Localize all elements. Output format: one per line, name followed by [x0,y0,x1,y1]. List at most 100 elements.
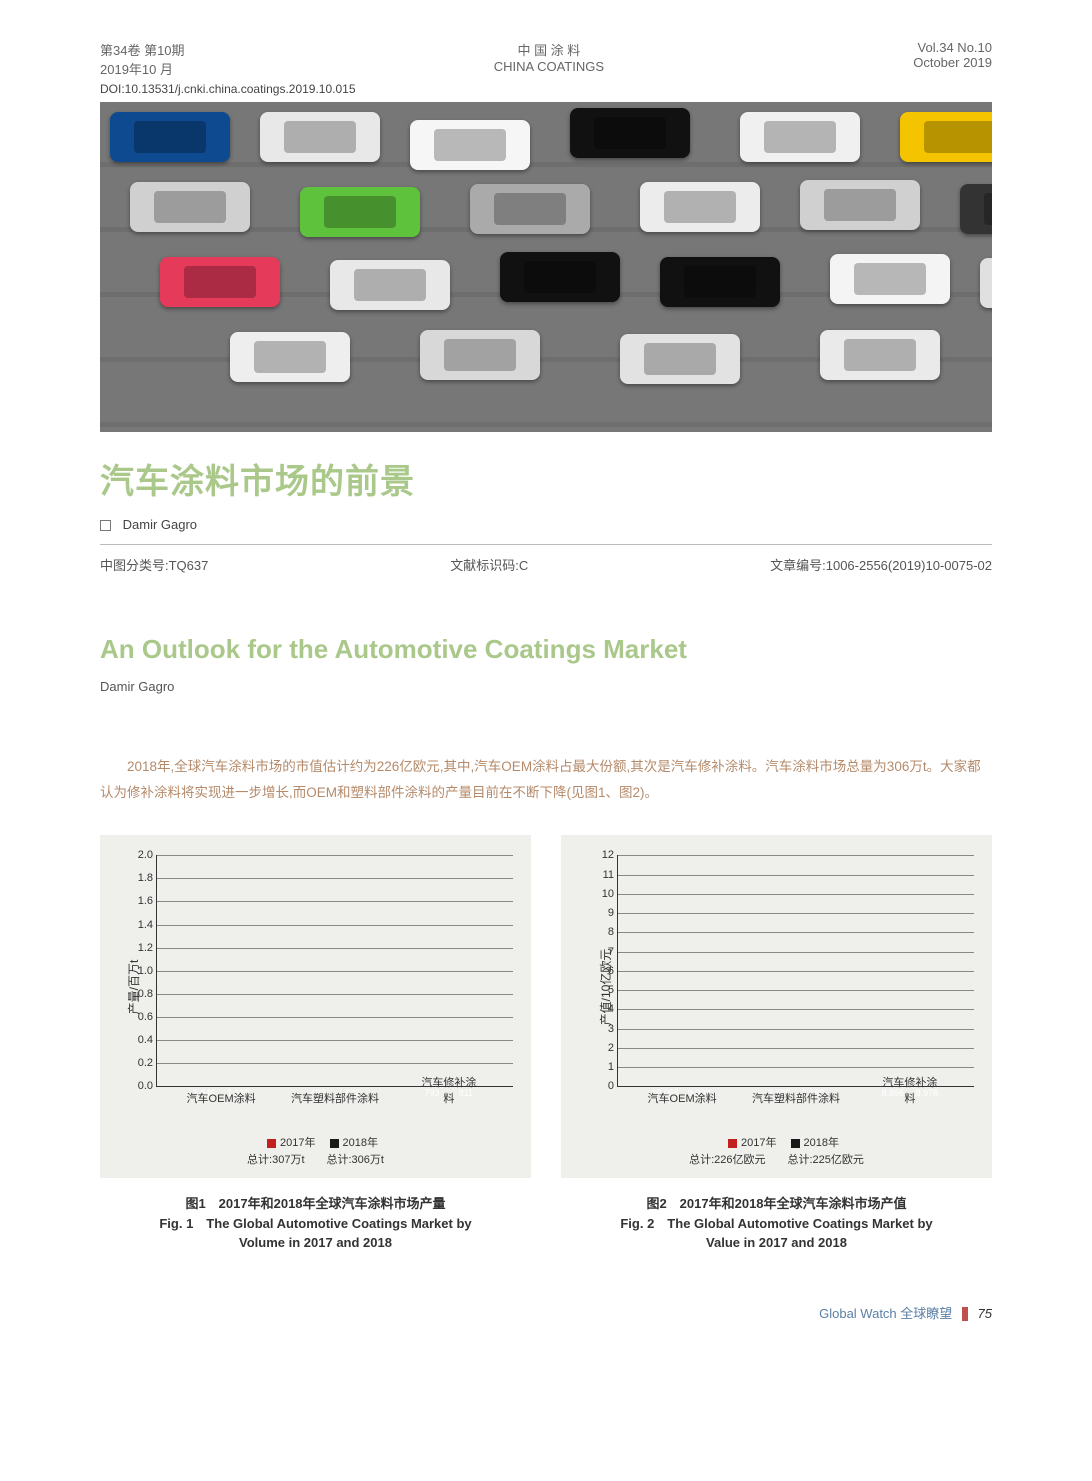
author-en: Damir Gagro [100,679,992,694]
grid-line [618,894,974,895]
y-tick-label: 0 [578,1080,614,1092]
figure2-caption-en1: Fig. 2 The Global Automotive Coatings Ma… [561,1214,992,1234]
author-box-icon [100,520,111,531]
doi: DOI:10.13531/j.cnki.china.coatings.2019.… [100,82,992,96]
chart2-frame: 产值/10亿欧元 012345678910111210.0559.903汽车OE… [561,835,992,1178]
car-icon [470,184,590,234]
figure2-caption: 图2 2017年和2018年全球汽车涂料市场产值 Fig. 2 The Glob… [561,1194,992,1253]
grid-line [157,878,513,879]
y-tick-label: 10 [578,888,614,900]
chart1-area: 产量/百万t 0.00.20.40.60.81.01.21.41.61.82.0… [108,847,523,1127]
car-icon [620,334,740,384]
y-tick-label: 1.6 [117,895,153,907]
figure2-caption-cn: 图2 2017年和2018年全球汽车涂料市场产值 [646,1196,906,1211]
x-tick-label: 汽车修补涂料 [417,1074,481,1106]
chart2-area: 产值/10亿欧元 012345678910111210.0559.903汽车OE… [569,847,984,1127]
author-line: Damir Gagro [100,517,992,532]
y-tick-label: 7 [578,946,614,958]
car-icon [110,112,230,162]
article-id: 文章编号:1006-2556(2019)10-0075-02 [770,555,992,574]
x-tick-label: 汽车塑料部件涂料 [752,1090,840,1106]
charts-row: 产量/百万t 0.00.20.40.60.81.01.21.41.61.82.0… [100,835,992,1253]
car-icon [160,257,280,307]
car-icon [230,332,350,382]
chart2-legend: 2017年2018年总计:226亿欧元 总计:225亿欧元 [569,1135,984,1168]
figure1-caption-en2: Volume in 2017 and 2018 [100,1233,531,1253]
abstract-paragraph: 2018年,全球汽车涂料市场的市值估计约为226亿欧元,其中,汽车OEM涂料占最… [100,754,992,805]
y-tick-label: 1 [578,1061,614,1073]
y-tick-label: 5 [578,984,614,996]
grid-line [618,855,974,856]
x-tick-label: 汽车OEM涂料 [187,1090,256,1106]
y-tick-label: 1.8 [117,872,153,884]
legend-totals: 总计:226亿欧元 总计:225亿欧元 [569,1152,984,1169]
header-right: Vol.34 No.10 October 2019 [913,40,992,78]
car-icon [660,257,780,307]
car-icon [800,180,920,230]
journal-name-cn: 中 国 涂 料 [185,40,914,59]
page-number: 75 [978,1306,992,1321]
x-tick-label: 汽车修补涂料 [878,1074,942,1106]
volume-issue-cn: 第34卷 第10期 [100,40,185,59]
y-tick-label: 2.0 [117,849,153,861]
y-tick-label: 0.4 [117,1034,153,1046]
header-center: 中 国 涂 料 CHINA COATINGS [185,40,914,78]
y-tick-label: 4 [578,1003,614,1015]
car-icon [500,252,620,302]
y-tick-label: 8 [578,926,614,938]
grid-line [157,971,513,972]
figure-1: 产量/百万t 0.00.20.40.60.81.01.21.41.61.82.0… [100,835,531,1253]
grid-line [618,990,974,991]
y-tick-label: 0.0 [117,1080,153,1092]
classification-row: 中图分类号:TQ637 文献标识码:C 文章编号:1006-2556(2019)… [100,555,992,574]
legend-series: 2017年2018年 [108,1135,523,1152]
car-icon [260,112,380,162]
author-name: Damir Gagro [123,517,197,532]
y-tick-label: 0.2 [117,1057,153,1069]
grid-line [618,952,974,953]
y-tick-label: 6 [578,965,614,977]
grid-line [618,1067,974,1068]
figure2-caption-en2: Value in 2017 and 2018 [561,1233,992,1253]
car-icon [980,258,992,308]
footer-bar-icon [962,1307,968,1321]
legend-totals: 总计:307万t 总计:306万t [108,1152,523,1169]
y-tick-label: 0.6 [117,1011,153,1023]
car-icon [900,112,992,162]
y-tick-label: 1.2 [117,942,153,954]
chart1-frame: 产量/百万t 0.00.20.40.60.81.01.21.41.61.82.0… [100,835,531,1178]
grid-line [157,925,513,926]
hero-image [100,102,992,432]
y-tick-label: 9 [578,907,614,919]
grid-line [618,913,974,914]
y-tick-label: 11 [578,869,614,881]
y-tick-label: 1.0 [117,965,153,977]
page-footer: Global Watch 全球瞭望 75 [100,1303,992,1322]
chart1-plot: 0.00.20.40.60.81.01.21.41.61.82.01.8461.… [156,855,513,1087]
volume-issue-en: Vol.34 No.10 [913,40,992,55]
grid-line [618,1048,974,1049]
header-left: 第34卷 第10期 2019年10 月 [100,40,185,78]
figure1-caption-cn: 图1 2017年和2018年全球汽车涂料市场产量 [185,1196,445,1211]
car-icon [410,120,530,170]
legend-series: 2017年2018年 [569,1135,984,1152]
footer-section: Global Watch 全球瞭望 [819,1306,952,1321]
journal-header: 第34卷 第10期 2019年10 月 中 国 涂 料 CHINA COATIN… [100,40,992,78]
figure-2: 产值/10亿欧元 012345678910111210.0559.903汽车OE… [561,835,992,1253]
car-icon [130,182,250,232]
car-icon [330,260,450,310]
grid-line [618,875,974,876]
car-icon [420,330,540,380]
grid-line [157,901,513,902]
article-title-en: An Outlook for the Automotive Coatings M… [100,634,992,665]
car-icon [300,187,420,237]
car-icon [960,184,992,234]
grid-line [157,855,513,856]
car-icon [640,182,760,232]
date-cn: 2019年10 月 [100,59,185,78]
grid-line [618,971,974,972]
car-icon [830,254,950,304]
y-tick-label: 3 [578,1023,614,1035]
figure1-caption-en1: Fig. 1 The Global Automotive Coatings Ma… [100,1214,531,1234]
figure1-caption: 图1 2017年和2018年全球汽车涂料市场产量 Fig. 1 The Glob… [100,1194,531,1253]
